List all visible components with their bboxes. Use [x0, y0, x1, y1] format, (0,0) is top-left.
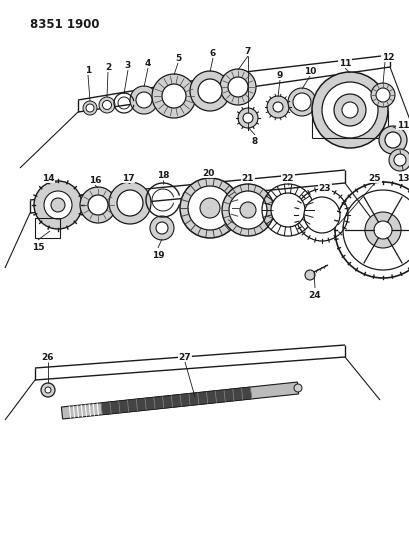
Text: 3: 3 [125, 61, 131, 69]
Circle shape [200, 198, 220, 218]
Polygon shape [101, 387, 251, 415]
Circle shape [83, 101, 97, 115]
Circle shape [384, 132, 400, 148]
Circle shape [155, 222, 168, 234]
Circle shape [292, 93, 310, 111]
Circle shape [270, 193, 304, 227]
Circle shape [150, 216, 173, 240]
Text: 1: 1 [85, 66, 91, 75]
Circle shape [86, 104, 94, 112]
Circle shape [393, 154, 405, 166]
Text: 26: 26 [42, 352, 54, 361]
Circle shape [102, 101, 111, 109]
Circle shape [388, 149, 409, 171]
Circle shape [237, 108, 257, 128]
Text: 13: 13 [396, 174, 408, 182]
Circle shape [287, 88, 315, 116]
Text: 23: 23 [318, 183, 330, 192]
Circle shape [162, 84, 186, 108]
Text: 12: 12 [381, 52, 393, 61]
Text: 7: 7 [244, 46, 251, 55]
Circle shape [88, 195, 108, 215]
Text: 11: 11 [338, 59, 351, 68]
Circle shape [45, 387, 51, 393]
Text: 19: 19 [151, 251, 164, 260]
Circle shape [266, 96, 288, 118]
Text: 20: 20 [201, 168, 213, 177]
Circle shape [303, 197, 339, 233]
Circle shape [117, 190, 143, 216]
Text: 8351 1900: 8351 1900 [30, 18, 99, 31]
Text: 17: 17 [121, 174, 134, 182]
Circle shape [221, 184, 273, 236]
Text: 9: 9 [276, 70, 283, 79]
Text: 24: 24 [308, 290, 321, 300]
Circle shape [44, 191, 72, 219]
Circle shape [293, 384, 301, 392]
Circle shape [321, 82, 377, 138]
Text: 21: 21 [241, 174, 254, 182]
Circle shape [370, 83, 394, 107]
Text: 14: 14 [42, 174, 54, 182]
Circle shape [198, 79, 221, 103]
Circle shape [239, 202, 255, 218]
Circle shape [311, 72, 387, 148]
Circle shape [136, 92, 152, 108]
Circle shape [99, 97, 115, 113]
Circle shape [341, 102, 357, 118]
Polygon shape [61, 382, 298, 419]
Text: 6: 6 [209, 49, 216, 58]
Circle shape [189, 71, 229, 111]
Text: 2: 2 [105, 62, 111, 71]
Circle shape [243, 113, 252, 123]
Circle shape [229, 191, 266, 229]
Text: 4: 4 [144, 59, 151, 68]
Circle shape [304, 270, 314, 280]
Circle shape [333, 94, 365, 126]
Text: 11: 11 [396, 120, 408, 130]
Circle shape [378, 126, 406, 154]
Circle shape [34, 181, 82, 229]
Circle shape [51, 198, 65, 212]
Text: 15: 15 [31, 243, 44, 252]
Text: 16: 16 [88, 175, 101, 184]
Text: 8: 8 [251, 136, 258, 146]
Circle shape [130, 86, 157, 114]
Circle shape [152, 74, 196, 118]
Text: 10: 10 [303, 67, 315, 76]
Circle shape [373, 221, 391, 239]
Text: 27: 27 [178, 352, 191, 361]
Text: 18: 18 [156, 171, 169, 180]
Circle shape [375, 88, 389, 102]
Circle shape [227, 77, 247, 97]
Circle shape [109, 182, 151, 224]
Circle shape [188, 186, 231, 230]
Circle shape [220, 69, 255, 105]
Circle shape [41, 383, 55, 397]
Text: 5: 5 [175, 53, 181, 62]
Circle shape [80, 187, 116, 223]
Text: 25: 25 [368, 174, 380, 182]
Circle shape [364, 212, 400, 248]
Circle shape [272, 102, 282, 112]
Text: 22: 22 [281, 174, 294, 182]
Circle shape [180, 178, 239, 238]
